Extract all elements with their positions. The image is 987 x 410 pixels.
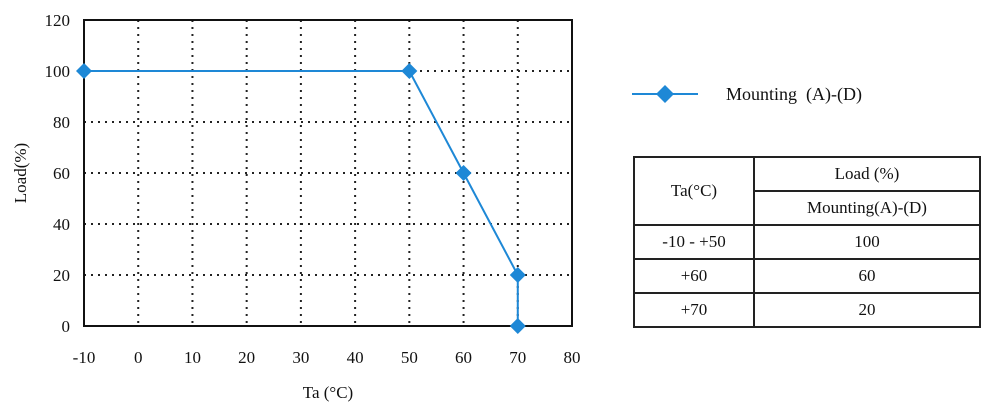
plot-frame: [83, 19, 573, 327]
table-row: -10 - +50 100: [633, 224, 981, 260]
y-tick-label: 120: [45, 11, 71, 30]
x-axis-title: Ta (°C): [303, 383, 353, 402]
y-tick-label: 0: [62, 317, 71, 336]
load-table: Ta(°C) Load (%) Mounting(A)-(D) -10 - +5…: [633, 156, 981, 328]
x-tick-label: 0: [134, 348, 143, 367]
y-tick-label: 60: [53, 164, 70, 183]
x-tick-label: 30: [292, 348, 309, 367]
legend-label: Mounting (A)-(D): [726, 83, 862, 104]
x-tick-label: 70: [509, 348, 526, 367]
x-tick-label: 60: [455, 348, 472, 367]
series-layer: [76, 63, 526, 334]
table-header-mounting: Mounting(A)-(D): [753, 190, 981, 226]
x-tick-label: 10: [184, 348, 201, 367]
y-tick-labels: 0 20 40 60 80 100 120: [45, 11, 71, 336]
y-tick-label: 20: [53, 266, 70, 285]
table-cell-ta: +60: [633, 258, 755, 294]
table-header-row-1: Ta(°C) Load (%): [633, 156, 981, 226]
y-axis-title: Load(%): [11, 143, 30, 203]
data-point-marker: [509, 318, 526, 334]
data-point-marker: [401, 63, 418, 79]
data-point-marker: [455, 165, 472, 181]
x-tick-label: 40: [347, 348, 364, 367]
legend-swatch: [632, 85, 698, 103]
legend: Mounting (A)-(D): [632, 82, 862, 106]
y-tick-label: 40: [53, 215, 70, 234]
data-point-marker: [509, 267, 526, 283]
legend-diamond-marker: [656, 85, 674, 103]
table-cell-load: 60: [753, 258, 981, 294]
x-tick-labels: -10 0 10 20 30 40 50 60 70 80: [73, 348, 581, 367]
table-header-load: Load (%): [753, 156, 981, 192]
x-tick-label: 80: [564, 348, 581, 367]
data-point-marker: [76, 63, 92, 79]
table-cell-load: 20: [753, 292, 981, 328]
grid-lines: [84, 20, 572, 326]
table-row: +70 20: [633, 292, 981, 328]
y-tick-label: 100: [45, 62, 71, 81]
x-tick-label: 20: [238, 348, 255, 367]
table-header-row-2: Mounting(A)-(D): [634, 190, 981, 226]
x-tick-label: -10: [73, 348, 96, 367]
table-row: +60 60: [633, 258, 981, 294]
y-tick-label: 80: [53, 113, 70, 132]
table-cell-ta: +70: [633, 292, 755, 328]
x-tick-label: 50: [401, 348, 418, 367]
table-cell-ta: -10 - +50: [633, 224, 755, 260]
table-cell-load: 100: [753, 224, 981, 260]
table-header-ta: Ta(°C): [633, 156, 755, 226]
